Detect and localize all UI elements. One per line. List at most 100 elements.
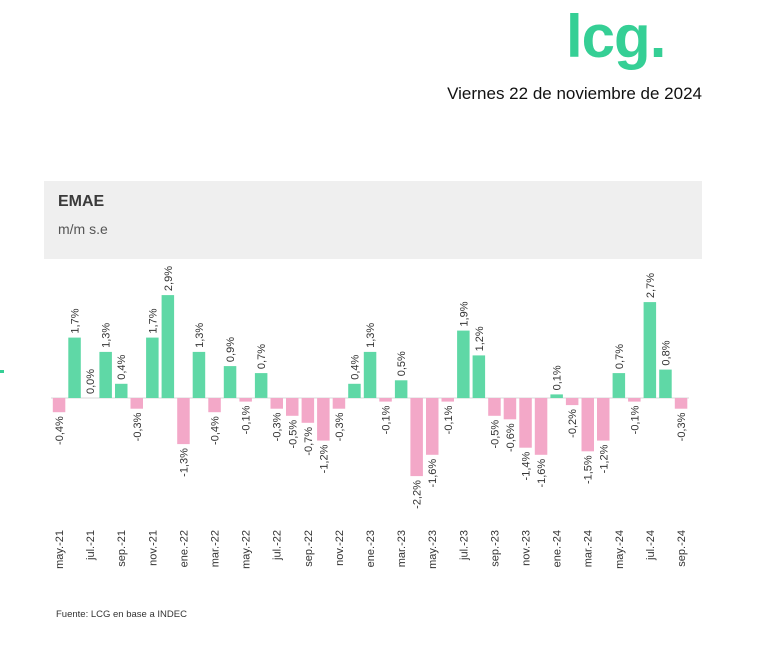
bar-ago.-21 [99,351,112,398]
bar-nov.-22 [332,398,346,409]
chart-title: EMAE [58,193,105,210]
bar-dic.-23 [534,398,548,455]
bar-jun.-24 [628,398,641,402]
data-label-ago.-21: 1,3% [101,323,113,348]
data-label-dic.-23: -1,6% [536,459,548,488]
bar-feb.-24 [565,398,579,406]
data-label-mar.-22: -0,4% [210,416,222,445]
data-label-oct.-22: -1,2% [318,444,330,473]
data-label-feb.-24: -0,2% [567,409,579,438]
data-label-jun.-21: 1,7% [70,308,82,333]
data-label-jun.-23: -0,1% [443,405,455,434]
side-accent-mark [0,370,4,373]
bar-sep.-23 [488,398,501,416]
bar-may.-23 [426,398,439,455]
data-label-may.-23: -1,6% [427,459,439,488]
bar-sep.-22 [301,398,315,423]
lcg-logo: lcg. [566,3,666,70]
data-label-nov.-22: -0,3% [334,412,346,441]
bar-ago.-22 [286,398,299,416]
data-label-sep.-22: -0,7% [303,427,315,456]
bar-mar.-22 [208,398,221,413]
data-label-jun.-24: -0,1% [629,405,641,434]
bar-may.-21 [52,398,66,413]
report-date: Viernes 22 de noviembre de 2024 [447,84,702,103]
data-label-dic.-21: 2,9% [163,266,175,291]
x-tick-label-mar.-22: mar.-22 [210,530,222,567]
data-label-may.-24: 0,7% [614,344,626,369]
x-tick-label-jul.-23: jul.-23 [458,530,470,561]
data-label-mar.-24: -1,5% [583,455,595,484]
bar-jun.-23 [441,398,454,402]
x-tick-label-may.-22: may.-22 [241,530,253,569]
source-note: Fuente: LCG en base a INDEC [56,609,187,620]
x-tick-label-may.-24: may.-24 [614,530,626,569]
bar-jun.-22 [254,373,268,398]
bar-ago.-23 [472,355,486,398]
x-tick-label-jul.-22: jul.-22 [272,530,284,561]
bar-dic.-22 [348,383,361,398]
bar-oct.-21 [130,398,143,409]
bar-abr.-22 [223,366,237,398]
data-label-sep.-23: -0,5% [489,420,501,449]
bar-ene.-23 [363,351,377,398]
x-tick-label-sep.-21: sep.-21 [116,530,128,567]
bar-nov.-23 [519,398,532,448]
x-tick-label-nov.-21: nov.-21 [147,530,159,566]
bar-dic.-21 [161,295,175,399]
bar-mar.-23 [394,380,408,399]
data-label-feb.-22: 1,3% [194,323,206,348]
data-label-ago.-23: 1,2% [474,326,486,351]
data-label-ago.-22: -0,5% [287,420,299,449]
data-label-oct.-21: -0,3% [132,412,144,441]
data-label-mar.-23: 0,5% [396,351,408,376]
bar-feb.-22 [192,351,206,398]
data-label-jul.-23: 1,9% [458,301,470,326]
bar-may.-24 [612,373,626,398]
x-tick-label-ene.-23: ene.-23 [365,530,377,567]
x-tick-label-sep.-24: sep.-24 [676,530,688,567]
data-label-nov.-21: 1,7% [147,308,159,333]
bar-jul.-24 [643,302,657,398]
bar-oct.-22 [317,398,330,441]
x-tick-label-mar.-23: mar.-23 [396,530,408,567]
data-label-dic.-22: 0,4% [349,355,361,380]
data-label-jun.-22: 0,7% [256,344,268,369]
data-label-ene.-22: -1,3% [178,448,190,477]
x-tick-label-nov.-22: nov.-22 [334,530,346,566]
chart-subtitle: m/m s.e [58,221,108,237]
bar-ene.-22 [177,398,190,445]
data-label-abr.-23: -2,2% [412,480,424,509]
chart-header: EMAE m/m s.e [44,181,702,259]
data-label-oct.-23: -0,6% [505,423,517,452]
bar-oct.-23 [503,398,517,420]
bar-sep.-21 [115,383,128,398]
x-tick-label-nov.-23: nov.-23 [521,530,533,566]
x-tick-label-jul.-24: jul.-24 [645,530,657,561]
data-label-sep.-21: 0,4% [116,355,128,380]
bar-mar.-24 [581,398,594,452]
data-label-jul.-24: 2,7% [645,273,657,298]
bar-ene.-24 [550,394,563,398]
bar-jul.-23 [457,330,470,399]
x-tick-label-ene.-24: ene.-24 [552,530,564,567]
data-label-jul.-21: 0,0% [85,369,97,394]
data-label-ene.-23: 1,3% [365,323,377,348]
bar-may.-22 [239,398,252,402]
data-label-may.-21: -0,4% [54,416,66,445]
x-tick-label-may.-21: may.-21 [54,530,66,569]
data-label-abr.-22: 0,9% [225,337,237,362]
data-label-abr.-24: -1,2% [598,444,610,473]
bar-abr.-23 [410,398,423,477]
bar-jul.-22 [270,398,283,409]
x-tick-label-sep.-23: sep.-23 [489,530,501,567]
data-label-nov.-23: -1,4% [521,451,533,480]
x-tick-label-mar.-24: mar.-24 [583,530,595,567]
x-tick-label-sep.-22: sep.-22 [303,530,315,567]
data-label-jul.-22: -0,3% [272,412,284,441]
bar-feb.-23 [379,398,392,402]
bar-nov.-21 [146,337,159,398]
x-tick-label-ene.-22: ene.-22 [178,530,190,567]
data-label-may.-22: -0,1% [241,405,253,434]
